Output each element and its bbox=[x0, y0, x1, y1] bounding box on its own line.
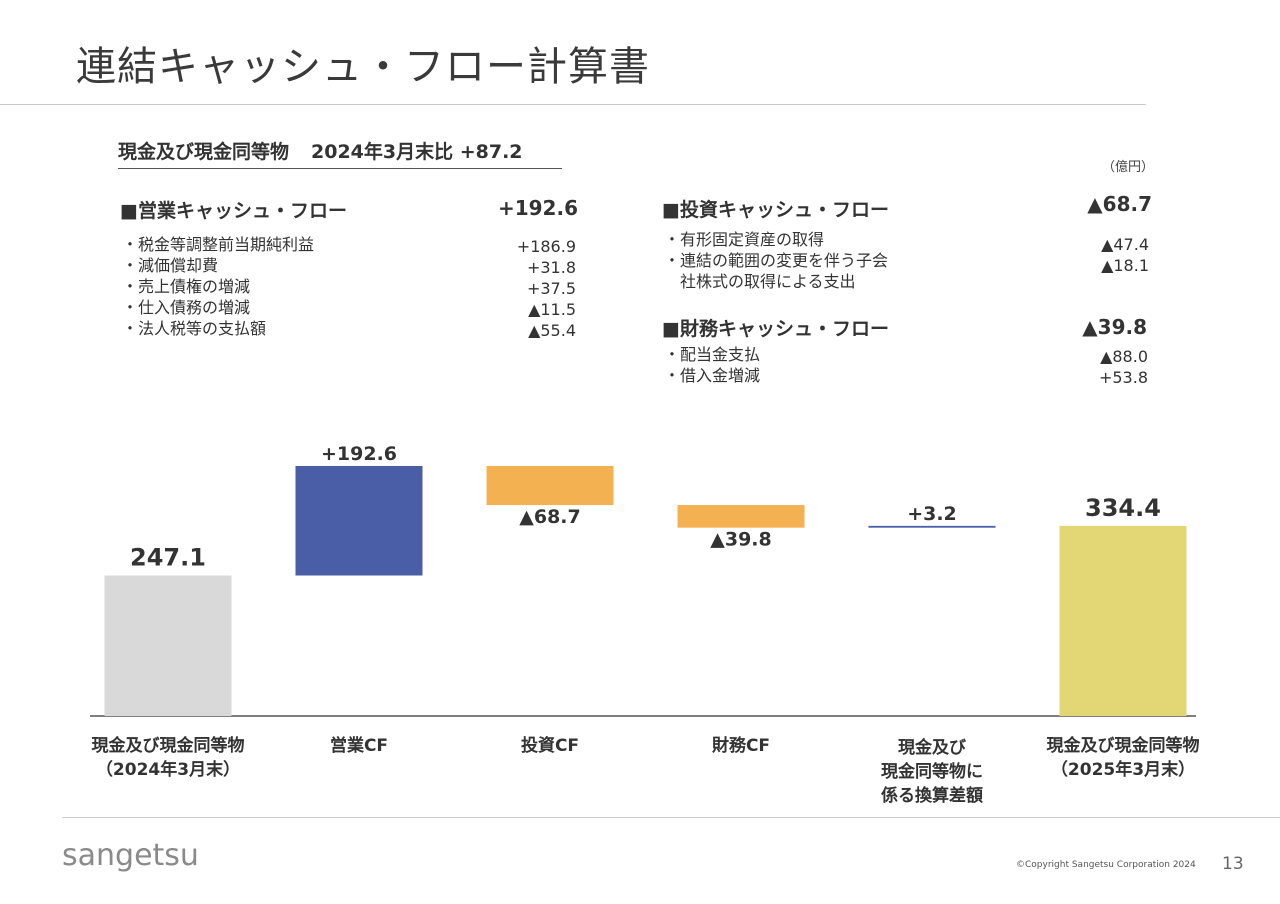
operating-item-label: ・仕入債務の増減 bbox=[122, 298, 251, 317]
investing-item-label: 社株式の取得による支出 bbox=[664, 272, 856, 291]
copyright-text: ©Copyright Sangetsu Corporation 2024 bbox=[1016, 860, 1196, 870]
waterfall-bar bbox=[295, 466, 423, 576]
category-label: 現金及び現金同等物 （2025年3月末） bbox=[1046, 736, 1200, 780]
waterfall-bar bbox=[677, 505, 805, 528]
financing-item-value: ▲88.0 bbox=[1100, 347, 1148, 366]
operating-item-value: +186.9 bbox=[516, 237, 576, 256]
bar-value-label: +192.6 bbox=[321, 443, 397, 465]
operating-item-label: ・減価償却費 bbox=[122, 256, 219, 275]
investing-cf-values: ▲47.4 ▲18.1 bbox=[1040, 234, 1149, 297]
page-title: 連結キャッシュ・フロー計算書 bbox=[76, 44, 650, 90]
summary-change: 2024年3月末比 +87.2 bbox=[311, 141, 523, 163]
category-label: 現金及び現金同等物 （2024年3月末） bbox=[91, 736, 245, 780]
financing-cf-heading: ■財務キャッシュ・フロー bbox=[662, 318, 889, 340]
footer-divider bbox=[62, 817, 1280, 818]
bar-value-label: ▲39.8 bbox=[710, 529, 772, 551]
investing-cf-heading: ■投資キャッシュ・フロー bbox=[662, 199, 889, 221]
investing-item-value: ▲47.4 bbox=[1101, 235, 1149, 254]
operating-item-label: ・売上債権の増減 bbox=[122, 277, 251, 296]
unit-label: （億円） bbox=[1102, 160, 1155, 175]
bar-value-label: 247.1 bbox=[130, 544, 206, 572]
financing-cf-total: ▲39.8 bbox=[1082, 315, 1147, 339]
operating-cf-heading: ■営業キャッシュ・フロー bbox=[120, 200, 347, 222]
waterfall-bar bbox=[486, 466, 614, 506]
financing-cf-values: ▲88.0 +53.8 bbox=[1040, 346, 1148, 388]
operating-cf-total: +192.6 bbox=[497, 196, 578, 220]
operating-item-label: ・法人税等の支払額 bbox=[122, 319, 267, 338]
category-label: 現金及び 現金同等物に 係る換算差額 bbox=[881, 738, 983, 806]
operating-item-label: ・税金等調整前当期純利益 bbox=[122, 235, 315, 254]
company-logo: sangetsu bbox=[62, 838, 199, 873]
investing-item-value: ▲18.1 bbox=[1101, 256, 1149, 275]
bar-value-label: +3.2 bbox=[907, 503, 957, 525]
financing-item-label: ・借入金増減 bbox=[664, 366, 761, 385]
operating-cf-values: +186.9 +31.8 +37.5 ▲11.5 ▲55.4 bbox=[470, 236, 576, 341]
bar-value-label: ▲68.7 bbox=[519, 506, 581, 528]
financing-item-value: +53.8 bbox=[1098, 368, 1148, 387]
cash-summary: 現金及び現金同等物 2024年3月末比 +87.2 bbox=[118, 137, 562, 169]
category-label: 営業CF bbox=[329, 736, 389, 756]
financing-item-label: ・配当金支払 bbox=[664, 345, 761, 364]
financing-cf-items: ・配当金支払 ・借入金増減 bbox=[664, 344, 760, 386]
waterfall-bar bbox=[104, 575, 232, 716]
bar-value-label: 334.4 bbox=[1085, 494, 1161, 522]
waterfall-bar bbox=[868, 525, 996, 528]
page-number: 13 bbox=[1222, 854, 1244, 874]
operating-item-value: ▲11.5 bbox=[528, 300, 576, 319]
title-divider bbox=[0, 104, 1146, 105]
investing-item-label: ・連結の範囲の変更を伴う子会 bbox=[664, 251, 889, 270]
category-label: 財務CF bbox=[711, 736, 771, 756]
investing-cf-total: ▲68.7 bbox=[1087, 192, 1152, 216]
investing-cf-items: ・有形固定資産の取得・連結の範囲の変更を伴う子会 社株式の取得による支出 bbox=[664, 229, 888, 292]
operating-item-value: ▲55.4 bbox=[528, 321, 576, 340]
category-label: 投資CF bbox=[520, 736, 580, 756]
operating-item-value: +31.8 bbox=[526, 258, 576, 277]
operating-cf-items: ・税金等調整前当期純利益 ・減価償却費・売上債権の増減 ・仕入債務の増減 ・法人税等の… bbox=[122, 234, 314, 339]
waterfall-bar bbox=[1059, 525, 1187, 716]
summary-label: 現金及び現金同等物 bbox=[118, 141, 290, 163]
operating-item-value: +37.5 bbox=[526, 279, 576, 298]
investing-item-label: ・有形固定資産の取得 bbox=[664, 230, 825, 249]
